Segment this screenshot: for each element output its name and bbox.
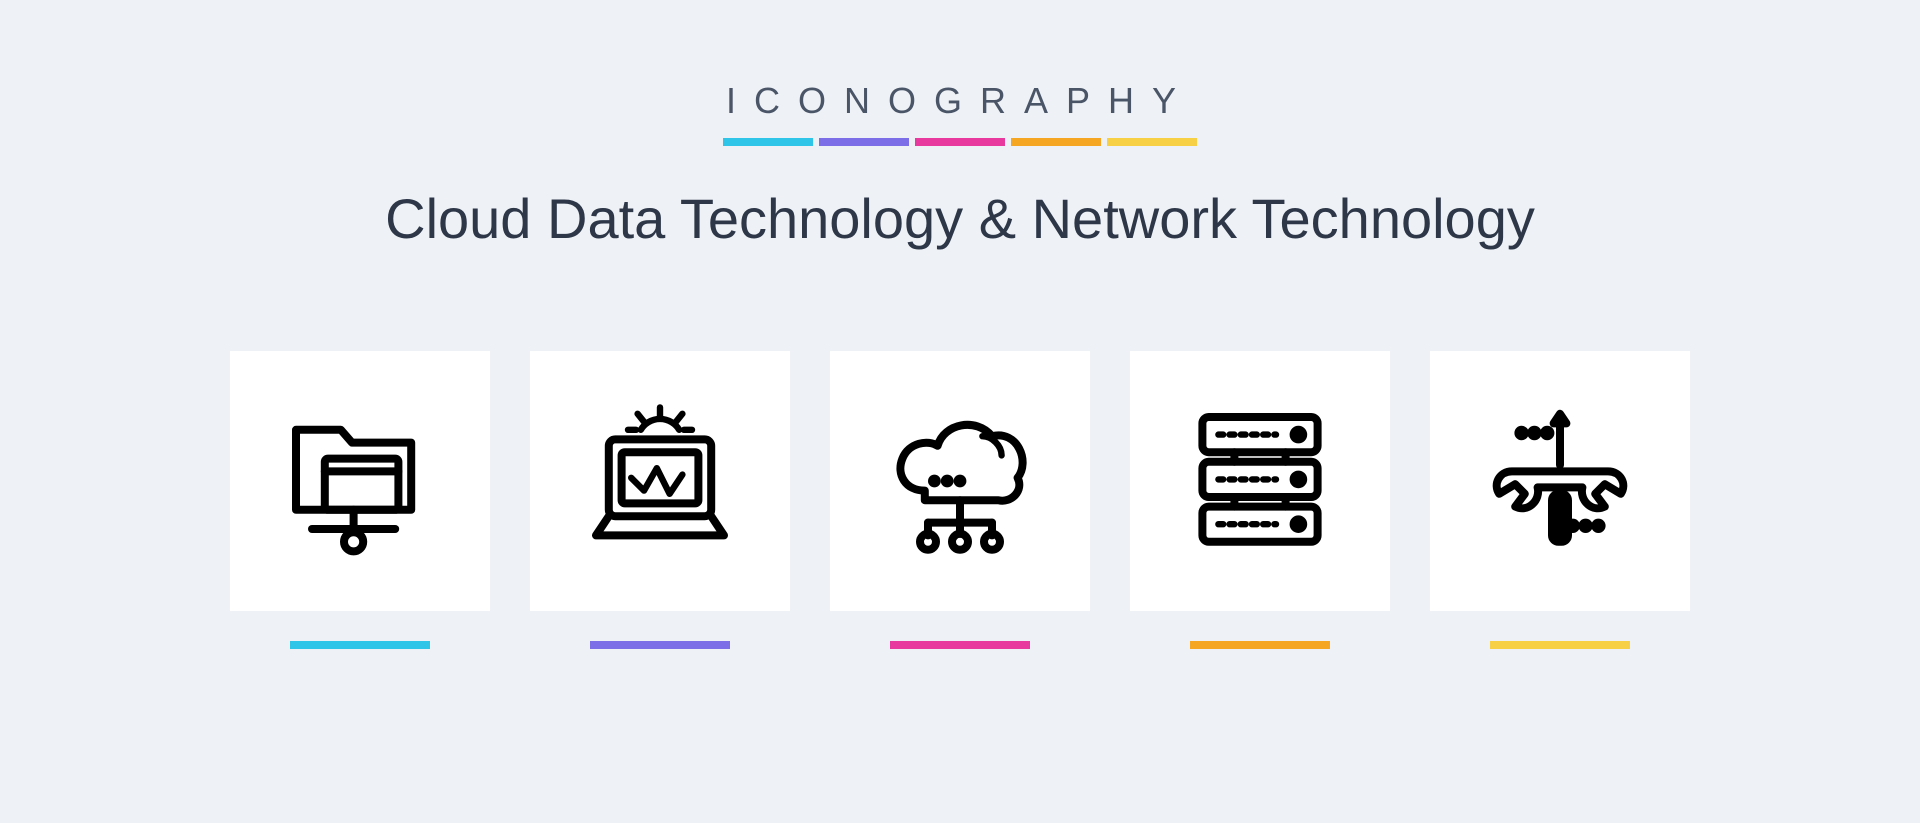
- icon-card: [530, 351, 790, 649]
- icon-underline: [1490, 641, 1630, 649]
- icon-card: [830, 351, 1090, 649]
- color-bar-4: [1011, 138, 1101, 146]
- brand-color-bars: [723, 138, 1197, 146]
- icon-box: [830, 351, 1090, 611]
- color-bar-3: [915, 138, 1005, 146]
- folder-network-icon: [280, 401, 440, 561]
- icon-underline: [1190, 641, 1330, 649]
- icon-box: [530, 351, 790, 611]
- icon-row: [230, 351, 1690, 649]
- icon-underline: [890, 641, 1030, 649]
- icon-underline: [590, 641, 730, 649]
- server-rack-icon: [1180, 401, 1340, 561]
- brand-label: ICONOGRAPHY: [726, 80, 1194, 122]
- icon-box: [1130, 351, 1390, 611]
- icon-underline: [290, 641, 430, 649]
- color-bar-1: [723, 138, 813, 146]
- icon-card: [1430, 351, 1690, 649]
- icon-box: [230, 351, 490, 611]
- icon-card: [1130, 351, 1390, 649]
- icon-box: [1430, 351, 1690, 611]
- page-title: Cloud Data Technology & Network Technolo…: [385, 186, 1535, 251]
- laptop-gear-icon: [580, 401, 740, 561]
- color-bar-5: [1107, 138, 1197, 146]
- color-bar-2: [819, 138, 909, 146]
- icon-card: [230, 351, 490, 649]
- tools-settings-icon: [1480, 401, 1640, 561]
- cloud-network-icon: [880, 401, 1040, 561]
